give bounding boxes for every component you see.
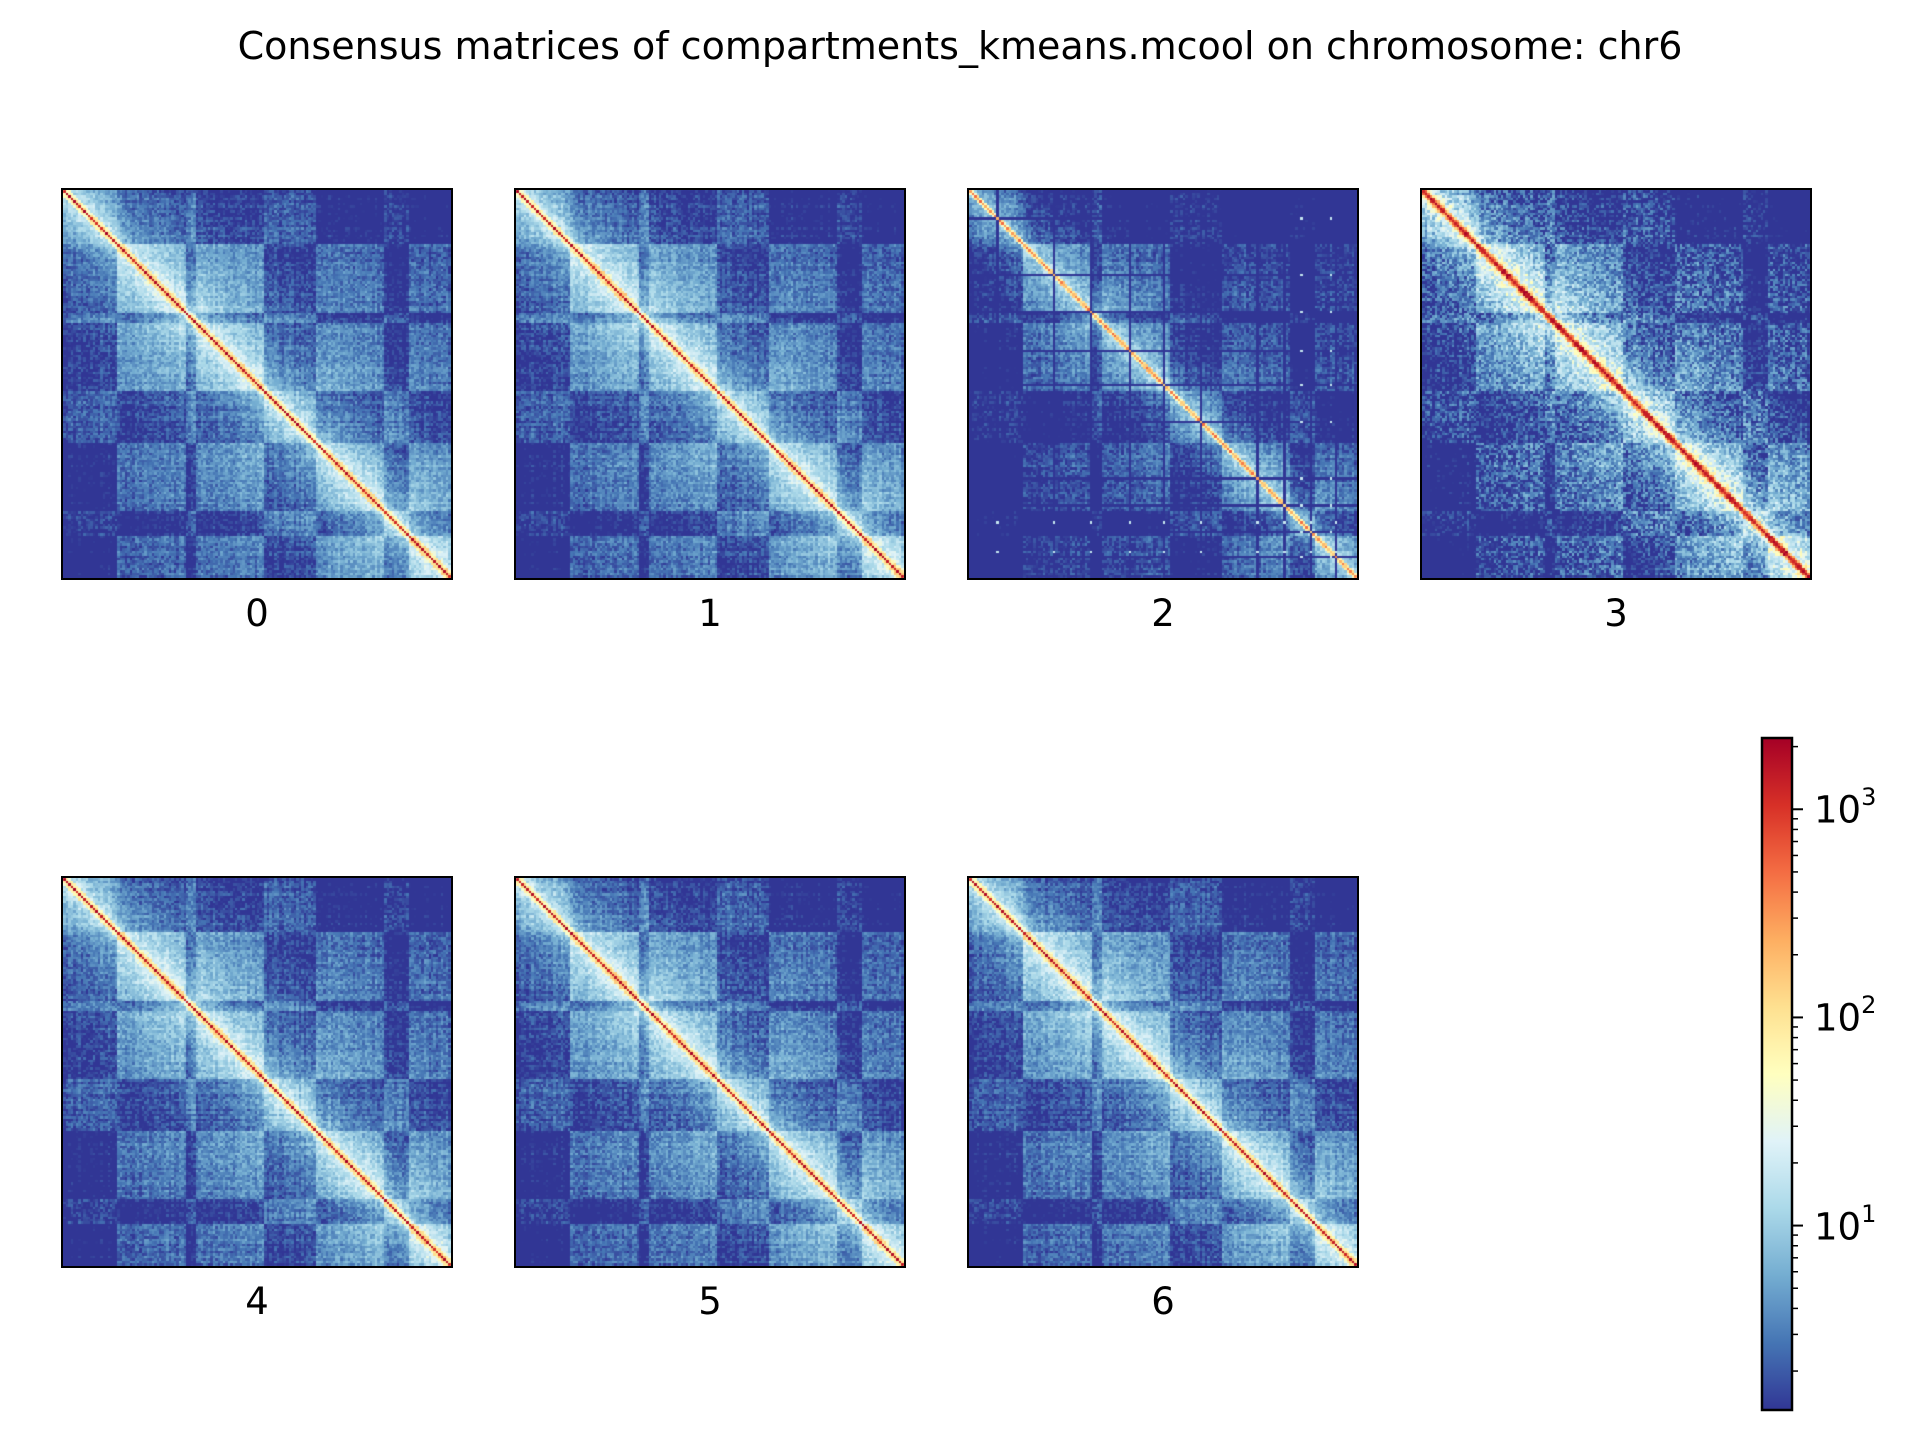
heatmap-matrix <box>514 876 906 1268</box>
colorbar-svg <box>1760 736 1803 1412</box>
heatmap-matrix <box>514 188 906 580</box>
chart-title: Consensus matrices of compartments_kmean… <box>237 24 1683 68</box>
colorbar: 103 102 101 <box>1760 736 1876 1412</box>
colorbar-tick-label: 102 <box>1814 991 1877 1040</box>
panel-label: 1 <box>698 592 722 635</box>
heatmap-panel-5: 5 <box>514 876 906 1328</box>
panel-label: 3 <box>1604 592 1628 635</box>
panel-label: 5 <box>698 1280 722 1323</box>
heatmap-matrix <box>61 188 453 580</box>
heatmap-panel-0: 0 <box>61 188 453 640</box>
panel-label: 6 <box>1151 1280 1175 1323</box>
panel-label: 2 <box>1151 592 1175 635</box>
heatmap-panel-6: 6 <box>967 876 1359 1328</box>
heatmap-matrix <box>967 188 1359 580</box>
panel-label: 4 <box>245 1280 269 1323</box>
heatmap-matrix <box>1420 188 1812 580</box>
colorbar-gradient <box>1760 736 1794 1412</box>
colorbar-tick-label: 101 <box>1814 1199 1877 1248</box>
heatmap-panel-4: 4 <box>61 876 453 1328</box>
panel-label: 0 <box>245 592 269 635</box>
heatmap-panel-3: 3 <box>1420 188 1812 640</box>
heatmap-matrix <box>61 876 453 1268</box>
heatmap-panel-2: 2 <box>967 188 1359 640</box>
heatmap-panel-1: 1 <box>514 188 906 640</box>
heatmap-matrix <box>967 876 1359 1268</box>
colorbar-tick-label: 103 <box>1814 783 1877 832</box>
